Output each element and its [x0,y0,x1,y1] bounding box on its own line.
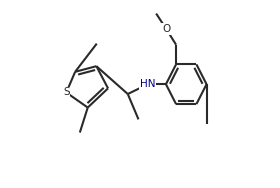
Text: S: S [63,87,70,98]
Text: O: O [162,24,171,34]
Text: HN: HN [140,79,156,89]
